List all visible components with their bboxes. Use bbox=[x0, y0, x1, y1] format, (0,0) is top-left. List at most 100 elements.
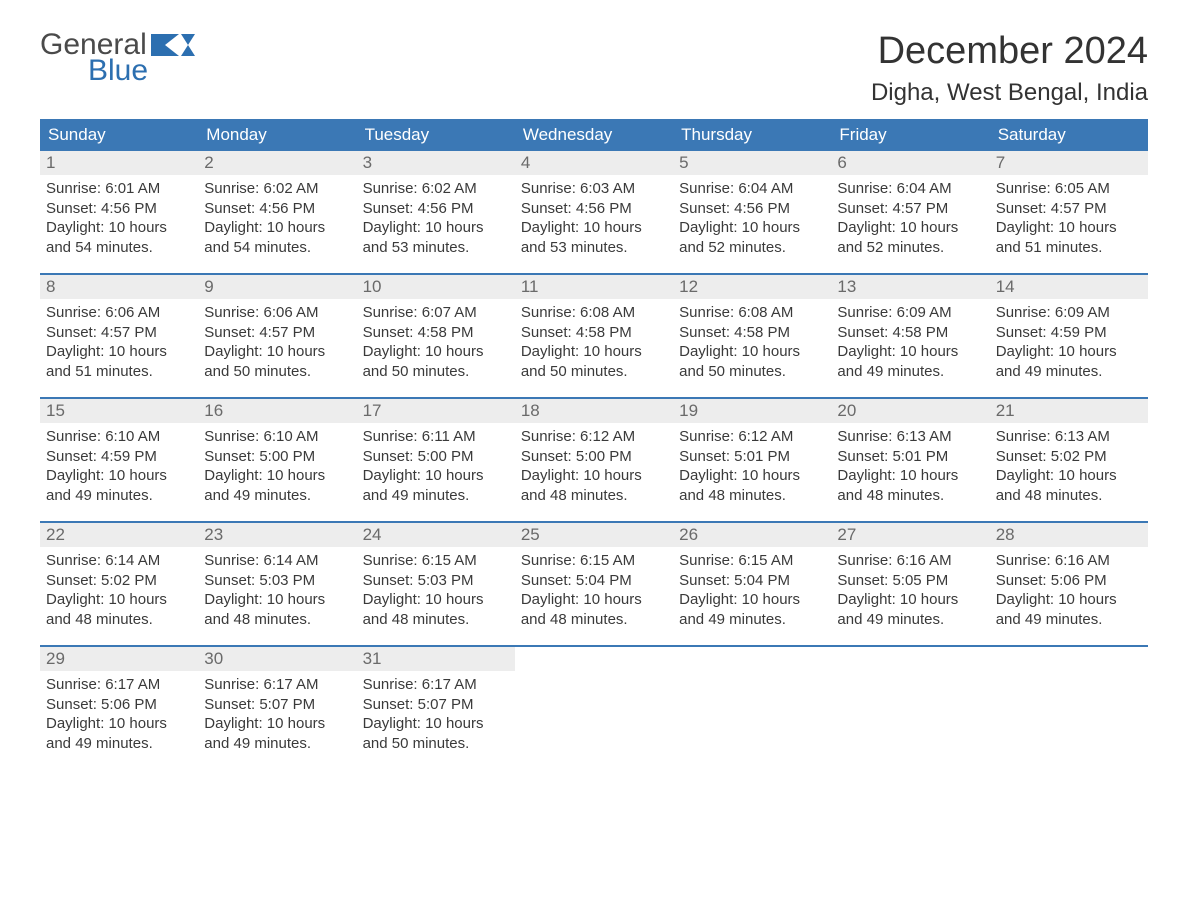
day-body: Sunrise: 6:11 AMSunset: 5:00 PMDaylight:… bbox=[357, 423, 515, 511]
sunset-text: Sunset: 5:06 PM bbox=[996, 571, 1142, 591]
day-number: 23 bbox=[198, 523, 356, 547]
sunset-text: Sunset: 4:57 PM bbox=[204, 323, 350, 343]
daylight-text-2: and 48 minutes. bbox=[46, 610, 192, 630]
sunrise-text: Sunrise: 6:14 AM bbox=[204, 551, 350, 571]
sunset-text: Sunset: 5:04 PM bbox=[521, 571, 667, 591]
daylight-text-1: Daylight: 10 hours bbox=[679, 218, 825, 238]
day-number: 17 bbox=[357, 399, 515, 423]
daylight-text-2: and 50 minutes. bbox=[521, 362, 667, 382]
day-body: Sunrise: 6:13 AMSunset: 5:01 PMDaylight:… bbox=[831, 423, 989, 511]
day-body: Sunrise: 6:08 AMSunset: 4:58 PMDaylight:… bbox=[673, 299, 831, 387]
day-number: 4 bbox=[515, 151, 673, 175]
sunrise-text: Sunrise: 6:06 AM bbox=[46, 303, 192, 323]
day-body: Sunrise: 6:03 AMSunset: 4:56 PMDaylight:… bbox=[515, 175, 673, 263]
sunset-text: Sunset: 4:56 PM bbox=[363, 199, 509, 219]
sunset-text: Sunset: 5:02 PM bbox=[996, 447, 1142, 467]
daylight-text-2: and 51 minutes. bbox=[46, 362, 192, 382]
sunrise-text: Sunrise: 6:12 AM bbox=[679, 427, 825, 447]
sunset-text: Sunset: 5:07 PM bbox=[363, 695, 509, 715]
day-body: Sunrise: 6:12 AMSunset: 5:00 PMDaylight:… bbox=[515, 423, 673, 511]
daylight-text-1: Daylight: 10 hours bbox=[837, 466, 983, 486]
day-body: Sunrise: 6:17 AMSunset: 5:07 PMDaylight:… bbox=[357, 671, 515, 759]
day-number: 13 bbox=[831, 275, 989, 299]
daylight-text-2: and 52 minutes. bbox=[837, 238, 983, 258]
sunrise-text: Sunrise: 6:16 AM bbox=[837, 551, 983, 571]
sunrise-text: Sunrise: 6:04 AM bbox=[837, 179, 983, 199]
day-number: 9 bbox=[198, 275, 356, 299]
sunrise-text: Sunrise: 6:13 AM bbox=[996, 427, 1142, 447]
day-body: Sunrise: 6:16 AMSunset: 5:06 PMDaylight:… bbox=[990, 547, 1148, 635]
day-number: 16 bbox=[198, 399, 356, 423]
daylight-text-2: and 48 minutes. bbox=[204, 610, 350, 630]
day-number: 2 bbox=[198, 151, 356, 175]
sunset-text: Sunset: 5:00 PM bbox=[363, 447, 509, 467]
day-cell: 15Sunrise: 6:10 AMSunset: 4:59 PMDayligh… bbox=[40, 399, 198, 511]
daylight-text-1: Daylight: 10 hours bbox=[837, 342, 983, 362]
sunset-text: Sunset: 4:58 PM bbox=[521, 323, 667, 343]
daylight-text-1: Daylight: 10 hours bbox=[679, 466, 825, 486]
week-row: 15Sunrise: 6:10 AMSunset: 4:59 PMDayligh… bbox=[40, 397, 1148, 511]
daylight-text-2: and 49 minutes. bbox=[204, 734, 350, 754]
daylight-text-1: Daylight: 10 hours bbox=[46, 466, 192, 486]
daylight-text-2: and 48 minutes. bbox=[679, 486, 825, 506]
sunrise-text: Sunrise: 6:15 AM bbox=[363, 551, 509, 571]
sunrise-text: Sunrise: 6:16 AM bbox=[996, 551, 1142, 571]
day-number: 22 bbox=[40, 523, 198, 547]
sunrise-text: Sunrise: 6:09 AM bbox=[837, 303, 983, 323]
day-body: Sunrise: 6:12 AMSunset: 5:01 PMDaylight:… bbox=[673, 423, 831, 511]
day-cell: 21Sunrise: 6:13 AMSunset: 5:02 PMDayligh… bbox=[990, 399, 1148, 511]
daylight-text-2: and 48 minutes. bbox=[996, 486, 1142, 506]
day-number: 5 bbox=[673, 151, 831, 175]
day-body: Sunrise: 6:16 AMSunset: 5:05 PMDaylight:… bbox=[831, 547, 989, 635]
sunset-text: Sunset: 5:01 PM bbox=[837, 447, 983, 467]
daylight-text-1: Daylight: 10 hours bbox=[363, 714, 509, 734]
day-number: 6 bbox=[831, 151, 989, 175]
day-body: Sunrise: 6:14 AMSunset: 5:03 PMDaylight:… bbox=[198, 547, 356, 635]
daylight-text-2: and 50 minutes. bbox=[363, 362, 509, 382]
day-number: 30 bbox=[198, 647, 356, 671]
daylight-text-1: Daylight: 10 hours bbox=[363, 218, 509, 238]
day-header-saturday: Saturday bbox=[990, 119, 1148, 151]
day-body: Sunrise: 6:15 AMSunset: 5:03 PMDaylight:… bbox=[357, 547, 515, 635]
sunrise-text: Sunrise: 6:15 AM bbox=[521, 551, 667, 571]
day-header-friday: Friday bbox=[831, 119, 989, 151]
day-number: 14 bbox=[990, 275, 1148, 299]
day-body: Sunrise: 6:09 AMSunset: 4:58 PMDaylight:… bbox=[831, 299, 989, 387]
day-body: Sunrise: 6:06 AMSunset: 4:57 PMDaylight:… bbox=[40, 299, 198, 387]
sunset-text: Sunset: 5:01 PM bbox=[679, 447, 825, 467]
daylight-text-1: Daylight: 10 hours bbox=[204, 714, 350, 734]
sunrise-text: Sunrise: 6:17 AM bbox=[363, 675, 509, 695]
day-cell: 11Sunrise: 6:08 AMSunset: 4:58 PMDayligh… bbox=[515, 275, 673, 387]
daylight-text-2: and 50 minutes. bbox=[363, 734, 509, 754]
day-cell bbox=[990, 647, 1148, 759]
day-number: 29 bbox=[40, 647, 198, 671]
sunset-text: Sunset: 5:03 PM bbox=[363, 571, 509, 591]
day-cell: 3Sunrise: 6:02 AMSunset: 4:56 PMDaylight… bbox=[357, 151, 515, 263]
title-block: December 2024 Digha, West Bengal, India bbox=[871, 30, 1148, 107]
sunset-text: Sunset: 5:04 PM bbox=[679, 571, 825, 591]
day-cell: 18Sunrise: 6:12 AMSunset: 5:00 PMDayligh… bbox=[515, 399, 673, 511]
day-number: 27 bbox=[831, 523, 989, 547]
sunrise-text: Sunrise: 6:03 AM bbox=[521, 179, 667, 199]
daylight-text-1: Daylight: 10 hours bbox=[521, 218, 667, 238]
day-cell: 19Sunrise: 6:12 AMSunset: 5:01 PMDayligh… bbox=[673, 399, 831, 511]
header: General Blue December 2024 Digha, West B… bbox=[40, 30, 1148, 107]
day-body: Sunrise: 6:08 AMSunset: 4:58 PMDaylight:… bbox=[515, 299, 673, 387]
week-row: 8Sunrise: 6:06 AMSunset: 4:57 PMDaylight… bbox=[40, 273, 1148, 387]
day-cell: 9Sunrise: 6:06 AMSunset: 4:57 PMDaylight… bbox=[198, 275, 356, 387]
location: Digha, West Bengal, India bbox=[871, 79, 1148, 107]
day-cell: 6Sunrise: 6:04 AMSunset: 4:57 PMDaylight… bbox=[831, 151, 989, 263]
day-number: 25 bbox=[515, 523, 673, 547]
sunrise-text: Sunrise: 6:02 AM bbox=[204, 179, 350, 199]
day-number: 15 bbox=[40, 399, 198, 423]
daylight-text-2: and 49 minutes. bbox=[46, 486, 192, 506]
sunset-text: Sunset: 4:57 PM bbox=[837, 199, 983, 219]
sunrise-text: Sunrise: 6:13 AM bbox=[837, 427, 983, 447]
day-body: Sunrise: 6:04 AMSunset: 4:56 PMDaylight:… bbox=[673, 175, 831, 263]
week-row: 1Sunrise: 6:01 AMSunset: 4:56 PMDaylight… bbox=[40, 151, 1148, 263]
sunset-text: Sunset: 5:00 PM bbox=[521, 447, 667, 467]
sunset-text: Sunset: 4:57 PM bbox=[46, 323, 192, 343]
day-number: 19 bbox=[673, 399, 831, 423]
day-body: Sunrise: 6:17 AMSunset: 5:07 PMDaylight:… bbox=[198, 671, 356, 759]
day-cell: 20Sunrise: 6:13 AMSunset: 5:01 PMDayligh… bbox=[831, 399, 989, 511]
